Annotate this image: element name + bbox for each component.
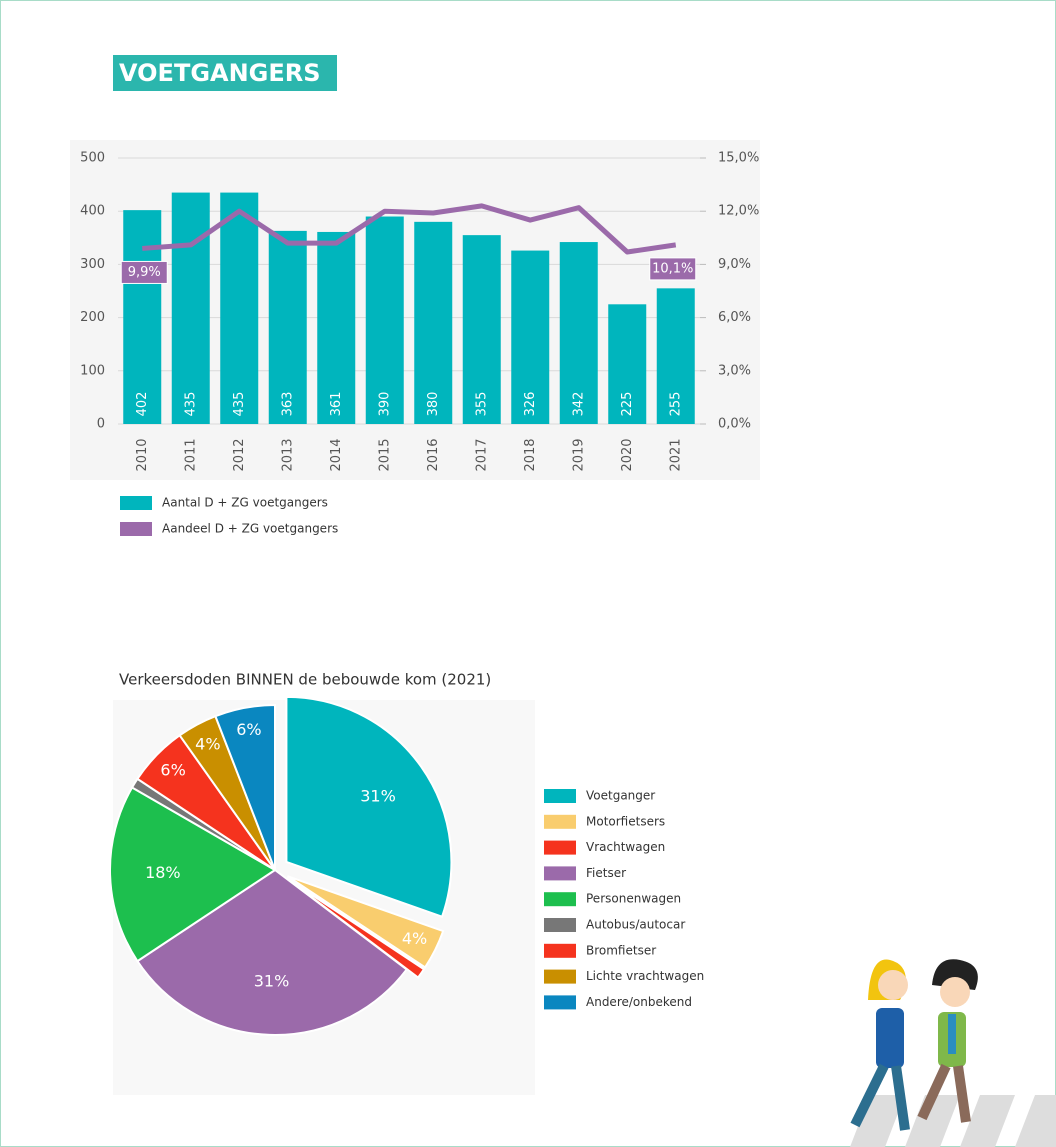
y2-tick-label: 6,0% bbox=[718, 310, 751, 325]
bar bbox=[608, 304, 647, 424]
y-tick-label: 500 bbox=[80, 151, 105, 166]
x-tick-label: 2012 bbox=[232, 438, 247, 471]
line bbox=[142, 203, 677, 255]
illustration bbox=[850, 959, 1056, 1147]
legend-swatch bbox=[544, 814, 576, 829]
y2-tick-label: 0,0% bbox=[718, 417, 751, 432]
legend-label: Bromfietser bbox=[586, 943, 656, 957]
legend-swatch bbox=[544, 866, 576, 881]
y2-tick-label: 3,0% bbox=[718, 363, 751, 378]
slice-label: 6% bbox=[160, 761, 185, 780]
bar-value-label: 342 bbox=[571, 392, 586, 417]
x-tick-label: 2011 bbox=[183, 438, 198, 471]
x-tick-label: 2018 bbox=[523, 438, 538, 471]
header-box bbox=[113, 55, 337, 91]
bar bbox=[414, 221, 453, 424]
x-tick-label: 2017 bbox=[474, 438, 489, 471]
x-tick-label: 2021 bbox=[668, 438, 683, 471]
bar-value-label: 326 bbox=[523, 392, 538, 417]
bar bbox=[511, 250, 550, 424]
legend-swatch bbox=[544, 918, 576, 932]
bar bbox=[220, 192, 259, 424]
legend-label: Vrachtwagen bbox=[586, 840, 665, 854]
slice-label: 4% bbox=[195, 734, 220, 753]
legend-label: Motorfietsers bbox=[586, 814, 665, 828]
bar-value-label: 363 bbox=[280, 392, 295, 417]
bar bbox=[365, 216, 404, 424]
y-tick-label: 0 bbox=[97, 417, 105, 432]
bar-value-label: 390 bbox=[377, 392, 392, 417]
x-tick-label: 2015 bbox=[377, 438, 392, 471]
pie-slice bbox=[285, 877, 426, 979]
pie-slice bbox=[136, 868, 409, 1036]
x-tick-label: 2010 bbox=[135, 438, 150, 471]
value-label: 9,9% bbox=[128, 265, 161, 280]
legend-swatch bbox=[544, 892, 576, 907]
legend-swatch bbox=[544, 840, 576, 855]
bar-value-label: 355 bbox=[474, 392, 489, 417]
slice-label: 6% bbox=[236, 720, 261, 739]
y-tick-label: 300 bbox=[80, 257, 105, 272]
legend-label: Personenwagen bbox=[586, 892, 681, 906]
legend-swatch bbox=[544, 969, 576, 984]
legend-label: Andere/onbekend bbox=[586, 995, 692, 1009]
x-tick-label: 2020 bbox=[620, 438, 635, 471]
pie-title: Verkeersdoden BINNEN de bebouwde kom (20… bbox=[119, 671, 491, 689]
y2-tick-label: 9,0% bbox=[718, 257, 751, 272]
bar-value-label: 361 bbox=[329, 392, 344, 417]
y-tick-label: 100 bbox=[80, 363, 105, 378]
bar bbox=[462, 235, 501, 424]
slice-label: 4% bbox=[402, 929, 427, 948]
legend-label: Autobus/autocar bbox=[586, 918, 685, 932]
bar-value-label: 435 bbox=[232, 392, 247, 417]
pie-slice bbox=[285, 695, 453, 919]
pie-slice bbox=[286, 875, 445, 969]
bar-value-label: 402 bbox=[135, 392, 150, 417]
pie-slice bbox=[214, 703, 276, 871]
value-label-box bbox=[649, 257, 697, 281]
bar bbox=[317, 231, 356, 424]
legend-swatch bbox=[544, 789, 576, 803]
slice-label: 31% bbox=[254, 972, 290, 991]
legend-swatch bbox=[120, 522, 152, 536]
value-label: 10,1% bbox=[652, 261, 693, 276]
bar-value-label: 435 bbox=[183, 392, 198, 417]
header-title: VOETGANGERS bbox=[119, 59, 321, 87]
legend-label: Fietser bbox=[586, 866, 626, 880]
slice-label: 31% bbox=[360, 787, 396, 806]
bar bbox=[656, 288, 695, 424]
slice-label: 18% bbox=[145, 863, 181, 882]
y2-tick-label: 12,0% bbox=[718, 204, 759, 219]
value-label-box bbox=[120, 260, 168, 284]
x-tick-label: 2016 bbox=[426, 438, 441, 471]
x-tick-label: 2019 bbox=[571, 438, 586, 471]
y-tick-label: 400 bbox=[80, 204, 105, 219]
legend-swatch bbox=[544, 995, 576, 1010]
x-tick-label: 2014 bbox=[329, 438, 344, 471]
legend-label: Lichte vrachtwagen bbox=[586, 969, 704, 983]
bar-value-label: 225 bbox=[620, 392, 635, 417]
legend-swatch bbox=[544, 943, 576, 958]
bar-value-label: 255 bbox=[668, 392, 683, 417]
y-tick-label: 200 bbox=[80, 310, 105, 325]
legend-label: Voetganger bbox=[586, 789, 655, 803]
legend-swatch bbox=[120, 496, 152, 510]
bar bbox=[559, 242, 598, 424]
pie-slice bbox=[109, 786, 277, 963]
legend-label: Aandeel D + ZG voetgangers bbox=[162, 522, 338, 536]
x-tick-label: 2013 bbox=[280, 438, 295, 471]
legend-label: Aantal D + ZG voetgangers bbox=[162, 496, 328, 510]
y2-tick-label: 15,0% bbox=[718, 151, 759, 166]
bar-value-label: 380 bbox=[426, 392, 441, 417]
bar bbox=[171, 192, 210, 424]
bar bbox=[268, 230, 307, 424]
